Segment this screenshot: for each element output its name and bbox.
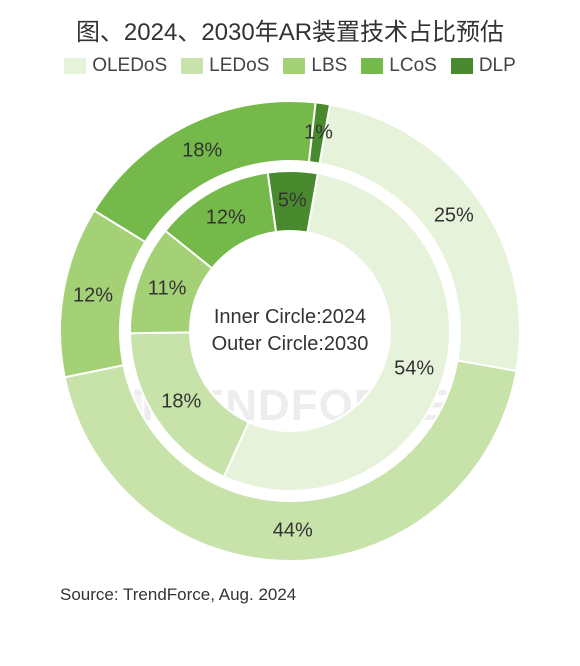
slice-label: 18% [182,140,222,163]
source-text: Source: TrendForce, Aug. 2024 [18,585,562,605]
legend-label: LCoS [389,55,437,77]
legend-swatch [361,58,383,74]
legend-item: LBS [283,55,347,77]
slice-label: 25% [434,205,474,228]
legend-label: OLEDoS [92,55,167,77]
slice-label: 5% [278,190,307,213]
legend-item: DLP [451,55,516,77]
center-caption: Inner Circle:2024 Outer Circle:2030 [212,304,369,358]
legend-label: LEDoS [209,55,269,77]
donut-plot: TRENDFORCE Inner Circle:2024 Outer Circl… [20,81,560,581]
center-line-2: Outer Circle:2030 [212,331,369,358]
slice-label: 11% [148,277,187,300]
legend-swatch [283,58,305,74]
legend-swatch [64,58,86,74]
legend-item: LCoS [361,55,437,77]
legend-swatch [181,58,203,74]
slice-label: 44% [273,519,313,542]
slice-label: 1% [304,122,333,145]
slice-label: 18% [161,391,201,414]
slice-label: 12% [73,285,113,308]
slice-label: 54% [394,358,434,381]
legend-label: LBS [311,55,347,77]
chart-container: 图、2024、2030年AR装置技术占比预估 OLEDoS LEDoS LBS LCo… [0,0,580,666]
legend-swatch [451,58,473,74]
legend-item: LEDoS [181,55,269,77]
slice-label: 12% [206,206,246,229]
legend: OLEDoS LEDoS LBS LCoS DLP [18,55,562,77]
legend-item: OLEDoS [64,55,167,77]
chart-title: 图、2024、2030年AR装置技术占比预估 [18,12,562,47]
legend-label: DLP [479,55,516,77]
center-line-1: Inner Circle:2024 [212,304,369,331]
